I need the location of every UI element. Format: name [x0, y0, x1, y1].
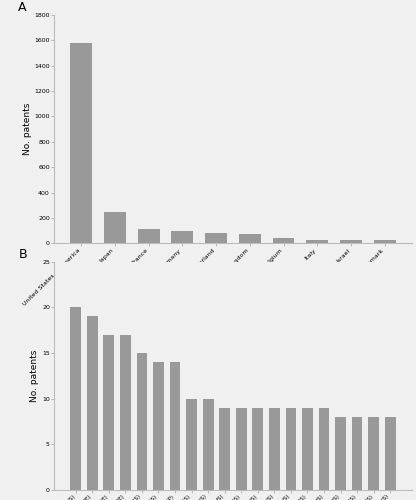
Bar [352, 417, 362, 490]
Bar [120, 334, 131, 490]
Y-axis label: No. patents: No. patents [22, 103, 32, 156]
Y-axis label: No. patents: No. patents [30, 350, 39, 402]
X-axis label: Nation: Nation [218, 310, 248, 318]
Bar [253, 408, 263, 490]
Bar [104, 212, 126, 244]
Bar [368, 417, 379, 490]
Bar [302, 408, 313, 490]
Text: A: A [18, 2, 27, 15]
Bar [374, 240, 396, 244]
Bar [203, 398, 213, 490]
Text: B: B [18, 248, 27, 261]
Bar [219, 408, 230, 490]
Bar [70, 43, 92, 244]
Bar [70, 308, 81, 490]
Bar [104, 334, 114, 490]
Bar [136, 353, 147, 490]
Bar [319, 408, 329, 490]
Bar [138, 230, 160, 243]
Bar [306, 240, 328, 244]
Bar [186, 398, 197, 490]
Bar [269, 408, 280, 490]
Bar [236, 408, 247, 490]
Bar [272, 238, 295, 244]
Bar [340, 240, 362, 244]
Bar [335, 417, 346, 490]
Bar [239, 234, 261, 244]
Bar [205, 233, 227, 243]
Bar [171, 230, 193, 243]
Bar [170, 362, 181, 490]
Bar [87, 316, 98, 490]
Bar [153, 362, 164, 490]
Bar [285, 408, 296, 490]
Bar [385, 417, 396, 490]
